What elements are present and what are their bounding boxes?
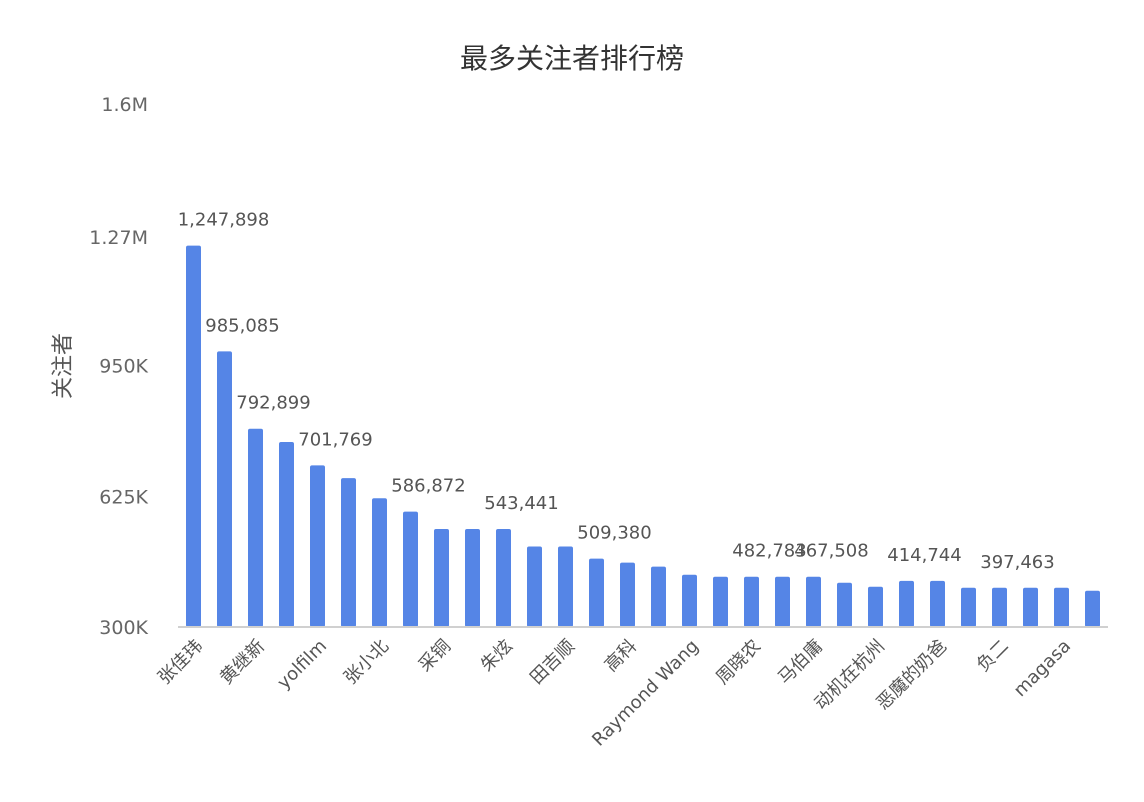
bar	[837, 582, 852, 627]
y-axis: 300K 625K 950K 1.27M 1.6M	[89, 94, 148, 639]
x-tick-label: 田吉顺	[526, 636, 579, 689]
bar	[372, 498, 387, 627]
bar	[589, 558, 604, 627]
bar	[217, 351, 232, 627]
bar	[434, 529, 449, 627]
bar	[1054, 587, 1069, 627]
bar	[899, 580, 914, 627]
bar	[930, 580, 945, 627]
data-labels-group: 1,247,898 985,085 792,899 701,769 586,872 543…	[178, 210, 1055, 573]
x-tick-label: yolfilm	[273, 636, 331, 694]
data-label: 701,769	[298, 429, 372, 450]
y-tick-label: 300K	[99, 617, 148, 639]
bar	[992, 587, 1007, 627]
bar	[868, 586, 883, 627]
bar	[744, 576, 759, 627]
x-tick-label: 负二	[973, 636, 1013, 676]
bar	[713, 576, 728, 627]
bar	[310, 465, 325, 627]
bar	[279, 441, 294, 627]
y-tick-label: 1.6M	[101, 94, 148, 116]
bar	[1085, 590, 1100, 627]
x-tick-label: 朱炫	[477, 636, 517, 676]
data-label: 414,744	[887, 545, 961, 566]
x-tick-label: magasa	[1010, 636, 1075, 701]
bar	[651, 566, 666, 627]
bar	[682, 574, 697, 627]
data-label: 1,247,898	[178, 210, 270, 231]
chart-title: 最多关注者排行榜	[460, 42, 684, 75]
bar	[1023, 587, 1038, 627]
x-tick-label: 采铜	[415, 636, 455, 676]
x-tick-label: 马伯庸	[774, 636, 827, 689]
y-tick-label: 1.27M	[89, 227, 148, 249]
x-tick-label: 张佳玮	[154, 636, 207, 689]
x-tick-label: 高科	[601, 636, 641, 676]
x-tick-label: 黄继新	[216, 636, 269, 689]
x-tick-label: 张小北	[340, 636, 393, 689]
bar	[558, 546, 573, 627]
x-tick-label: 周晓农	[712, 636, 765, 689]
data-label: 467,508	[794, 541, 868, 562]
y-tick-label: 625K	[99, 486, 148, 508]
bar	[961, 587, 976, 627]
bar	[403, 511, 418, 627]
data-label: 792,899	[236, 393, 310, 414]
bar	[775, 576, 790, 627]
y-axis-label: 关注者	[51, 333, 76, 399]
x-tick-label: Raymond Wang	[588, 636, 703, 751]
bar	[341, 478, 356, 627]
bar	[465, 529, 480, 627]
data-label: 482,783	[732, 541, 806, 562]
bar	[248, 428, 263, 627]
bar	[186, 245, 201, 628]
data-label: 509,380	[577, 523, 651, 544]
bar	[806, 576, 821, 627]
data-label: 543,441	[484, 493, 558, 514]
data-label: 985,085	[205, 315, 279, 336]
data-label: 586,872	[391, 476, 465, 497]
y-tick-label: 950K	[99, 356, 148, 378]
bar	[496, 529, 511, 627]
bars-group	[186, 245, 1100, 628]
data-label: 397,463	[980, 552, 1054, 573]
bar	[620, 562, 635, 627]
bar	[527, 546, 542, 627]
